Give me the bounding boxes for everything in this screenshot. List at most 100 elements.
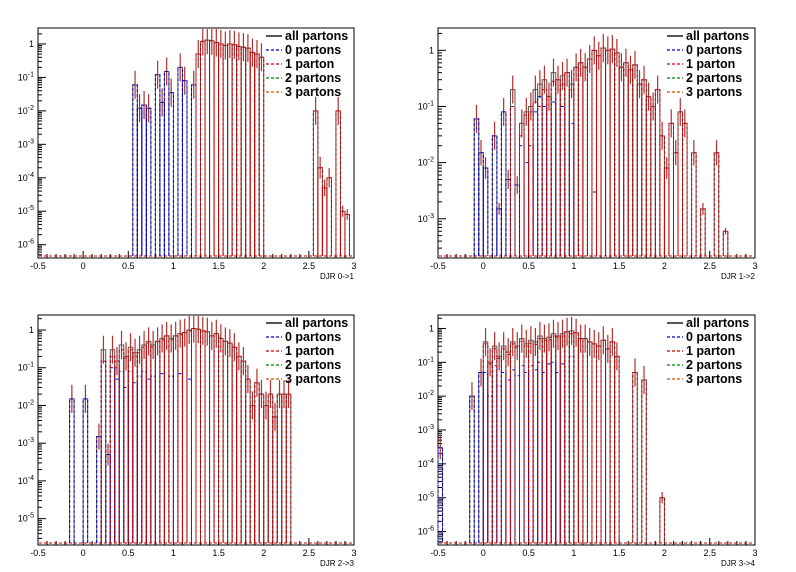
histogram-bar bbox=[505, 354, 511, 543]
histogram-bar bbox=[663, 167, 670, 256]
histogram-bar bbox=[668, 122, 674, 256]
histogram-bar bbox=[541, 89, 548, 256]
histogram-bar bbox=[568, 355, 575, 543]
histogram-bar bbox=[200, 330, 206, 543]
y-tick-label: 1 bbox=[429, 323, 434, 333]
histogram-bar bbox=[222, 340, 229, 543]
histogram-bar bbox=[546, 363, 552, 543]
x-tick-label: 1 bbox=[171, 261, 176, 271]
histogram-bar bbox=[181, 80, 188, 256]
y-tick-label: 10-1 bbox=[18, 362, 34, 373]
histogram-bar bbox=[177, 333, 183, 543]
legend-entry: 0 partons bbox=[285, 43, 341, 57]
x-tick-label: -0.5 bbox=[430, 261, 446, 271]
histogram-bar bbox=[209, 335, 215, 543]
histogram-bar bbox=[159, 337, 165, 543]
histogram-bar bbox=[249, 404, 256, 543]
histogram-bar bbox=[168, 375, 174, 543]
histogram-bar bbox=[150, 344, 156, 543]
histogram-bar bbox=[172, 335, 179, 543]
y-tick-label: 10-6 bbox=[418, 526, 434, 537]
histogram-bar bbox=[519, 145, 525, 256]
series-p1 bbox=[482, 331, 665, 543]
histogram-bar bbox=[276, 393, 283, 543]
histogram-bar bbox=[154, 340, 161, 543]
x-tick-label: 1 bbox=[171, 548, 176, 558]
histogram-bar bbox=[641, 379, 647, 543]
histogram-bar bbox=[100, 349, 107, 543]
histogram-bar bbox=[546, 96, 552, 256]
histogram-bar bbox=[326, 177, 332, 256]
y-tick-label: 10-2 bbox=[18, 399, 34, 410]
y-tick-label: 1 bbox=[429, 45, 434, 55]
histogram-bar bbox=[555, 79, 561, 256]
histogram-bar bbox=[591, 191, 597, 256]
legend-entry: 2 partons bbox=[686, 71, 742, 85]
histogram-bar bbox=[596, 345, 602, 543]
histogram-bar bbox=[482, 372, 489, 543]
histogram-bar bbox=[272, 416, 278, 543]
legend-entry: 1 parton bbox=[686, 57, 735, 71]
histogram-bar bbox=[172, 335, 179, 543]
histogram-bar bbox=[500, 111, 507, 256]
histogram-bar bbox=[487, 363, 493, 543]
histogram-bar bbox=[258, 393, 265, 543]
histogram-bar bbox=[550, 72, 557, 256]
histogram-bar bbox=[559, 335, 566, 543]
histogram-bar bbox=[528, 365, 534, 543]
histogram-bar bbox=[473, 118, 480, 256]
histogram-bar bbox=[123, 355, 129, 543]
histogram-bar bbox=[555, 372, 561, 543]
legend-entry: all partons bbox=[686, 316, 749, 330]
y-tick-label: 1 bbox=[29, 325, 34, 335]
histogram-bar bbox=[532, 101, 539, 256]
histogram-bar bbox=[240, 360, 247, 543]
legend-entry: 0 partons bbox=[686, 330, 742, 344]
histogram-bar bbox=[154, 74, 161, 256]
histogram-bar bbox=[609, 48, 616, 256]
x-tick-label: 3 bbox=[351, 548, 356, 558]
histogram-bar bbox=[312, 110, 319, 256]
histogram-bar bbox=[123, 386, 129, 543]
histogram-bar bbox=[700, 208, 706, 256]
histogram-bar bbox=[632, 64, 638, 256]
legend-entry: all partons bbox=[285, 316, 348, 330]
histogram-bar bbox=[537, 83, 543, 256]
histogram-bar bbox=[568, 122, 575, 256]
histogram-bar bbox=[218, 337, 224, 543]
histogram-bar bbox=[190, 327, 197, 543]
histogram-bar bbox=[591, 49, 597, 256]
histogram-bar bbox=[204, 331, 211, 543]
histogram-bar bbox=[218, 43, 224, 256]
histogram-bar bbox=[713, 152, 720, 256]
histogram-bar bbox=[491, 365, 498, 543]
histogram-bar bbox=[114, 367, 120, 543]
histogram-bar bbox=[195, 53, 202, 256]
histogram-bar bbox=[249, 52, 256, 256]
histogram-bar bbox=[132, 355, 138, 543]
histogram-bar bbox=[263, 404, 269, 543]
histogram-bar bbox=[100, 360, 107, 543]
histogram-bar bbox=[641, 79, 647, 256]
histogram-bar bbox=[550, 335, 557, 543]
histogram-bar bbox=[105, 454, 111, 543]
histogram-bar bbox=[200, 40, 206, 256]
x-tick-label: 2.5 bbox=[303, 548, 316, 558]
histogram-bar bbox=[668, 122, 674, 256]
histogram-bar bbox=[491, 135, 498, 256]
histogram-bar bbox=[559, 363, 566, 543]
histogram-bar bbox=[523, 162, 530, 256]
histogram-bar bbox=[132, 352, 138, 543]
histogram-bar bbox=[677, 111, 684, 256]
histogram-bar bbox=[231, 44, 238, 256]
series-p1 bbox=[100, 327, 292, 543]
y-tick-label: 10-4 bbox=[18, 172, 34, 183]
x-tick-label: 0 bbox=[81, 261, 86, 271]
histogram-bar bbox=[168, 339, 174, 543]
histogram-bar bbox=[145, 340, 152, 543]
histogram-bar bbox=[82, 398, 89, 543]
histogram-bar bbox=[96, 436, 102, 543]
x-tick-label: 2.5 bbox=[703, 261, 716, 271]
histogram-bar bbox=[663, 167, 670, 256]
histogram-bar bbox=[209, 40, 215, 256]
